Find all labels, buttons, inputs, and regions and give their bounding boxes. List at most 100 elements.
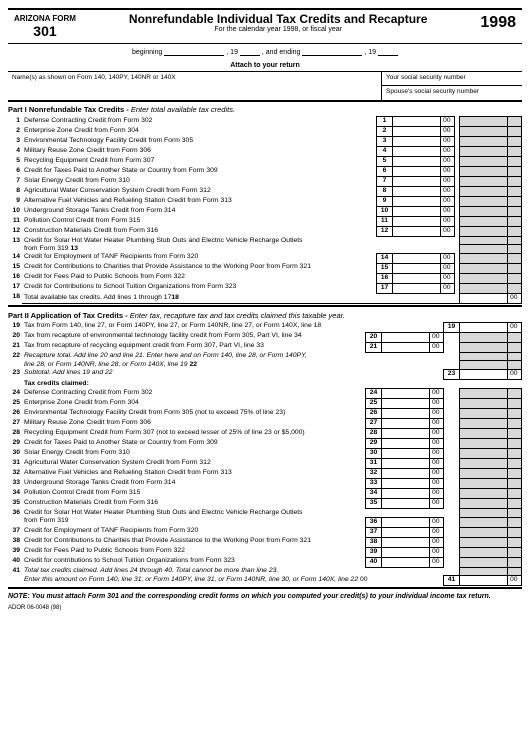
line-box-number: 5 bbox=[377, 157, 393, 167]
amount-field[interactable] bbox=[382, 547, 430, 557]
line-desc: Credit for Employment of TANF Recipients… bbox=[22, 527, 366, 537]
your-ssn[interactable]: Your social security number bbox=[382, 72, 522, 86]
line-row: 30 Solar Energy Credit from Form 310 30 … bbox=[8, 449, 522, 459]
amount-field[interactable] bbox=[382, 389, 430, 399]
line-row: 13 Credit for Solar Hot Water Heater Plu… bbox=[8, 237, 522, 245]
line-box-number: 25 bbox=[366, 399, 382, 409]
shaded-cell bbox=[460, 167, 508, 177]
amount-field[interactable] bbox=[382, 517, 430, 527]
beginning-year-blank[interactable] bbox=[240, 48, 260, 56]
shaded-cell bbox=[460, 557, 508, 567]
amount-field[interactable] bbox=[393, 253, 441, 263]
line-desc: Credit for Taxes Paid to Another State o… bbox=[22, 167, 377, 177]
shaded-cell bbox=[460, 245, 508, 253]
amount-field[interactable] bbox=[382, 399, 430, 409]
amount-field[interactable] bbox=[393, 187, 441, 197]
line-box-number: 38 bbox=[366, 537, 382, 547]
amount-field[interactable] bbox=[382, 342, 430, 352]
cents-field: 00 bbox=[430, 449, 444, 459]
spouse-ssn[interactable]: Spouse's social security number bbox=[382, 86, 522, 100]
line-number: 36 bbox=[8, 509, 22, 517]
amount-field[interactable] bbox=[393, 217, 441, 227]
line-desc: Subtotal. Add lines 19 and 22 bbox=[22, 369, 444, 379]
amount-field[interactable] bbox=[393, 263, 441, 273]
line-row: from Form 319 36 00 bbox=[8, 517, 522, 527]
amount-field[interactable] bbox=[382, 332, 430, 342]
amount-field[interactable] bbox=[460, 322, 508, 332]
amount-field[interactable] bbox=[382, 469, 430, 479]
shaded-cell bbox=[460, 332, 508, 342]
line-number: 21 bbox=[8, 342, 22, 352]
amount-field[interactable] bbox=[382, 429, 430, 439]
amount-field[interactable] bbox=[382, 527, 430, 537]
ending-year-blank[interactable] bbox=[378, 48, 398, 56]
amount-field[interactable] bbox=[382, 479, 430, 489]
amount-field[interactable] bbox=[393, 177, 441, 187]
line-row: 37 Credit for Employment of TANF Recipie… bbox=[8, 527, 522, 537]
line-box-number: 28 bbox=[366, 429, 382, 439]
amount-field[interactable] bbox=[460, 293, 508, 303]
line-row: 15 Credit for Contributions to Charities… bbox=[8, 263, 522, 273]
line-desc: Tax from recapture of recycling equipmen… bbox=[22, 342, 366, 352]
part2-heading-bold: Part II Application of Tax Credits - bbox=[8, 311, 128, 320]
line-number: 7 bbox=[8, 177, 22, 187]
shaded-cell bbox=[460, 567, 508, 575]
state-label: ARIZONA FORM bbox=[14, 14, 76, 23]
amount-field[interactable] bbox=[382, 449, 430, 459]
shaded-cell bbox=[460, 509, 508, 517]
line-number: 25 bbox=[8, 399, 22, 409]
amount-field[interactable] bbox=[382, 537, 430, 547]
amount-field[interactable] bbox=[393, 283, 441, 293]
amount-field[interactable] bbox=[393, 137, 441, 147]
cents-field: 00 bbox=[430, 342, 444, 352]
amount-field[interactable] bbox=[460, 369, 508, 379]
amount-field[interactable] bbox=[382, 489, 430, 499]
shaded-cents bbox=[508, 217, 522, 227]
amount-field[interactable] bbox=[393, 197, 441, 207]
names-cell[interactable]: Name(s) as shown on Form 140, 140PY, 140… bbox=[8, 72, 382, 100]
amount-field[interactable] bbox=[393, 147, 441, 157]
cents-field: 00 bbox=[441, 253, 455, 263]
line-number: 33 bbox=[8, 479, 22, 489]
line-number: 26 bbox=[8, 409, 22, 419]
amount-field[interactable] bbox=[382, 439, 430, 449]
amount-field[interactable] bbox=[382, 499, 430, 509]
line-row: 26 Environmental Technology Facility Cre… bbox=[8, 409, 522, 419]
line-desc: Solar Energy Credit from Form 310 bbox=[22, 449, 366, 459]
amount-field[interactable] bbox=[393, 117, 441, 127]
cents-field: 00 bbox=[430, 409, 444, 419]
amount-field[interactable] bbox=[382, 459, 430, 469]
line-desc: Recapture total. Add line 20 and line 21… bbox=[22, 352, 366, 360]
amount-field[interactable] bbox=[393, 227, 441, 237]
cents-field: 00 bbox=[441, 217, 455, 227]
attach-instruction: Attach to your return bbox=[8, 60, 522, 72]
line-number: 14 bbox=[8, 253, 22, 263]
cents-field: 00 bbox=[430, 527, 444, 537]
amount-field[interactable] bbox=[382, 419, 430, 429]
part2-heading-italic: Enter tax, recapture tax and tax credits… bbox=[130, 311, 345, 320]
line-row: 25 Enterprise Zone Credit from Form 304 … bbox=[8, 399, 522, 409]
shaded-cell bbox=[460, 187, 508, 197]
line-number: 38 bbox=[8, 537, 22, 547]
cents-field: 00 bbox=[430, 479, 444, 489]
amount-field[interactable] bbox=[382, 409, 430, 419]
amount-field[interactable] bbox=[393, 157, 441, 167]
beginning-blank[interactable] bbox=[164, 48, 224, 56]
shaded-cell bbox=[460, 459, 508, 469]
shaded-cell bbox=[460, 361, 508, 369]
line-desc: Agricultural Water Conservation System C… bbox=[22, 459, 366, 469]
tax-year: 1998 bbox=[474, 12, 522, 34]
line-box-number: 39 bbox=[366, 547, 382, 557]
amount-field[interactable] bbox=[393, 273, 441, 283]
shaded-cell bbox=[460, 217, 508, 227]
line-number: 16 bbox=[8, 273, 22, 283]
line-row: 33 Underground Storage Tanks Credit from… bbox=[8, 479, 522, 489]
ending-blank[interactable] bbox=[302, 48, 362, 56]
line-desc: Credit for Contributions to Charities th… bbox=[22, 537, 366, 547]
line-row: 4 Military Reuse Zone Credit from Form 3… bbox=[8, 147, 522, 157]
amount-field[interactable] bbox=[393, 127, 441, 137]
amount-field[interactable] bbox=[382, 557, 430, 567]
amount-field[interactable] bbox=[393, 207, 441, 217]
amount-field[interactable] bbox=[393, 167, 441, 177]
amount-field[interactable] bbox=[460, 576, 508, 586]
